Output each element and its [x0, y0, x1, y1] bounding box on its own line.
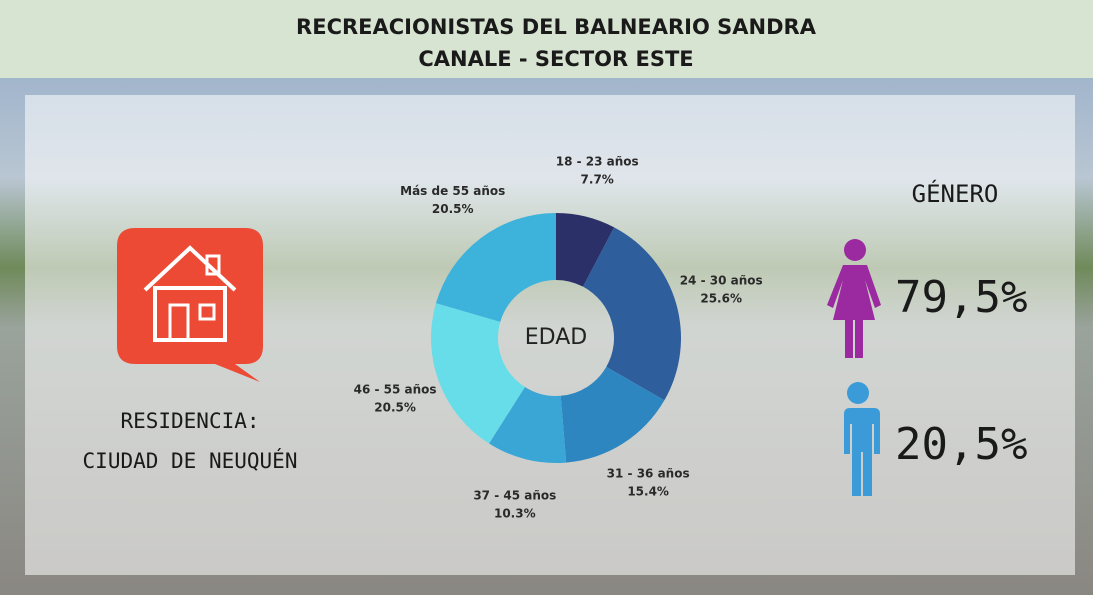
segment-value: 7.7%	[581, 173, 614, 187]
residence-label: RESIDENCIA:	[120, 409, 259, 433]
center-label: EDAD	[525, 325, 587, 350]
segment-value: 20.5%	[374, 400, 416, 414]
segment-value: 25.6%	[700, 292, 742, 306]
house-icon	[117, 228, 263, 382]
segment-label: 46 - 55 años	[354, 382, 437, 396]
title: CANALE - SECTOR ESTE	[418, 47, 693, 71]
segment-value: 15.4%	[627, 485, 669, 499]
title: RECREACIONISTAS DEL BALNEARIO SANDRA	[296, 15, 817, 39]
segment-label: 31 - 36 años	[607, 467, 690, 481]
segment-label: 24 - 30 años	[680, 274, 763, 288]
segment-value: 20.5%	[432, 202, 474, 216]
female-percent: 79,5%	[895, 272, 1027, 323]
segment-label: Más de 55 años	[400, 184, 505, 198]
residence-value: CIUDAD DE NEUQUÉN	[83, 448, 298, 473]
gender-title: GÉNERO	[912, 179, 999, 208]
segment-label: 18 - 23 años	[556, 155, 639, 169]
male-percent: 20,5%	[895, 419, 1027, 470]
infographic: RECREACIONISTAS DEL BALNEARIO SANDRA CAN…	[0, 0, 1093, 595]
segment-label: 37 - 45 años	[473, 488, 556, 502]
segment-value: 10.3%	[494, 506, 536, 520]
